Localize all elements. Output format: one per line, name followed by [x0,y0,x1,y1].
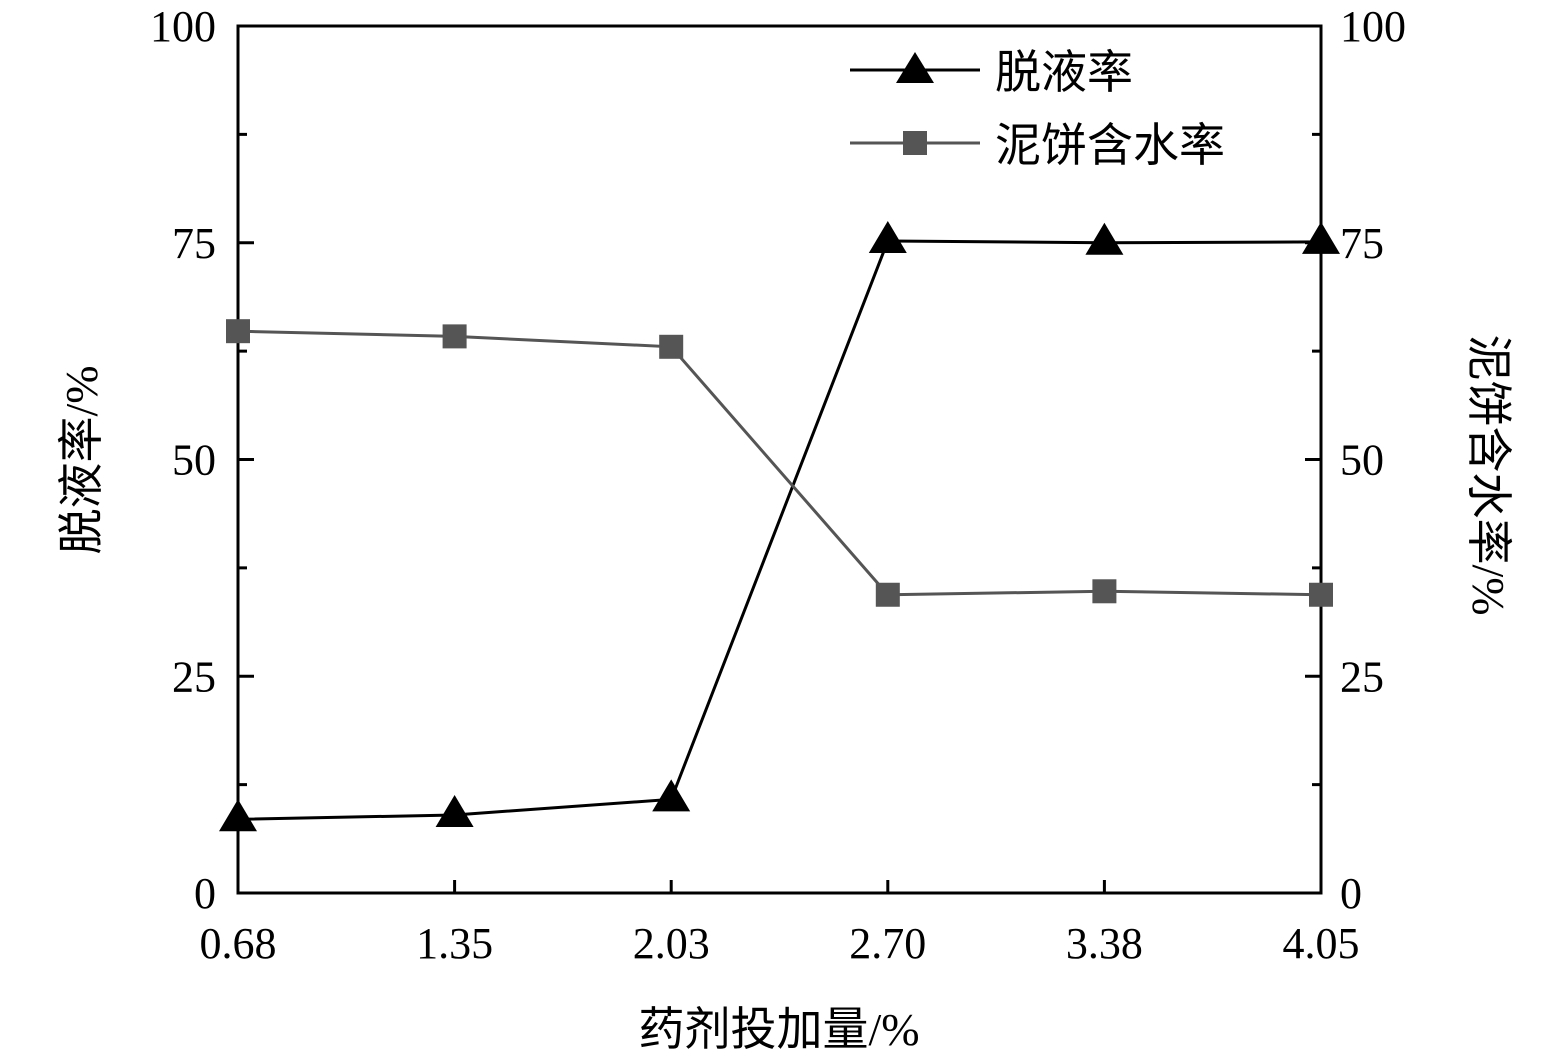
square-point [659,334,684,359]
right-y-tick-label: 0 [1340,869,1362,918]
left-y-tick-label: 50 [172,436,216,485]
right-y-tick-label: 100 [1340,2,1406,51]
triangle-point [219,799,257,832]
left-y-tick-label: 75 [172,219,216,268]
series-line-2 [237,329,1322,597]
series-layer [219,221,1340,832]
legend-square-marker [903,131,927,155]
legend-label-series-2: 泥饼含水率 [995,120,1225,171]
left-y-tick-label: 100 [150,2,216,51]
left-y-tick-label: 25 [172,652,216,701]
x-axis-title: 药剂投加量/% [638,1004,919,1055]
x-tick-label: 3.38 [1066,919,1143,968]
series-line-1 [237,239,1322,821]
triangle-point [1302,221,1340,254]
square-point [1309,582,1333,607]
x-tick-label: 2.70 [849,919,926,968]
left-y-tick-label: 0 [194,869,216,918]
right-y-tick-label: 75 [1340,219,1384,268]
right-y-tick-label: 25 [1340,652,1384,701]
square-point [442,324,467,349]
triangle-point [652,779,691,812]
legend-triangle-marker [896,52,934,83]
x-tick-label: 0.68 [200,919,277,968]
x-tick-label: 4.05 [1283,919,1360,968]
legend-label-series-1: 脱液率 [995,47,1133,98]
triangle-point [1085,222,1124,255]
left-y-axis-title: 脱液率/% [56,365,107,554]
triangle-point [435,794,474,827]
right-y-tick-label: 50 [1340,436,1384,485]
square-point [1092,579,1117,604]
legend: 脱液率 泥饼含水率 [850,47,1225,171]
square-point [226,319,250,344]
square-point [875,582,900,607]
x-tick-label: 2.03 [633,919,710,968]
right-y-axis-title: 泥饼含水率/% [1463,334,1514,615]
x-tick-label: 1.35 [416,919,493,968]
triangle-point [868,221,907,254]
